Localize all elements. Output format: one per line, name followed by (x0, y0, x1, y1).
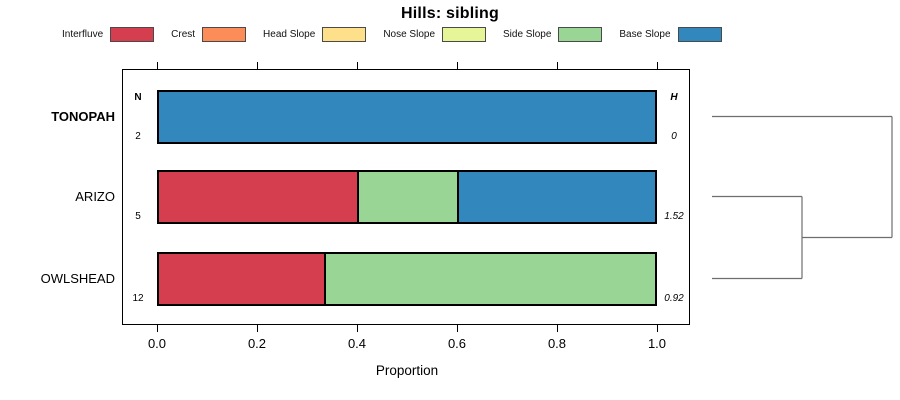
bar-segment-base-slope (159, 92, 655, 142)
legend-swatch-icon (677, 27, 722, 42)
x-axis-tick-top (657, 62, 658, 69)
x-tick-label: 1.0 (647, 336, 667, 351)
bar-segment-interfluve (159, 172, 358, 222)
row-label-owlshead: OWLSHEAD (40, 271, 115, 286)
x-axis-tick-top (257, 62, 258, 69)
legend-swatch-icon (558, 27, 603, 42)
x-axis-tick-bottom (257, 325, 258, 332)
h-value-owlshead: 0.92 (664, 293, 684, 304)
stacked-bar-tonopah (157, 90, 657, 144)
x-tick-label: 0.4 (347, 336, 367, 351)
legend-item-nose-slope: Nose Slope (383, 27, 487, 42)
legend-label: Head Slope (263, 29, 316, 40)
n-value-tonopah: 2 (135, 131, 141, 142)
legend-label: Nose Slope (383, 29, 436, 40)
x-axis-tick-bottom (157, 325, 158, 332)
bar-segment-side-slope (357, 172, 457, 222)
legend-label: Crest (171, 29, 196, 40)
row-label-arizo: ARIZO (75, 189, 115, 204)
legend-label: Base Slope (619, 29, 671, 40)
legend-label: Interfluve (62, 29, 104, 40)
x-axis-title: Proportion (375, 363, 439, 378)
legend-item-side-slope: Side Slope (503, 27, 603, 42)
legend-item-head-slope: Head Slope (263, 27, 367, 42)
x-tick-label: 0.2 (247, 336, 267, 351)
n-value-owlshead: 12 (132, 293, 144, 304)
bar-segment-side-slope (324, 254, 655, 304)
x-tick-label: 0.6 (447, 336, 467, 351)
x-axis-tick-top (557, 62, 558, 69)
h-column-header: H (670, 92, 678, 103)
x-axis-tick-bottom (357, 325, 358, 332)
h-value-arizo: 1.52 (664, 211, 684, 222)
x-tick-label: 0.0 (147, 336, 167, 351)
legend-item-base-slope: Base Slope (619, 27, 722, 42)
x-axis-tick-bottom (557, 325, 558, 332)
bar-segment-base-slope (456, 172, 655, 222)
legend-swatch-icon (202, 27, 247, 42)
legend-swatch-icon (442, 27, 487, 42)
x-axis-tick-bottom (657, 325, 658, 332)
x-axis-tick-top (157, 62, 158, 69)
n-column-header: N (134, 92, 142, 103)
row-label-tonopah: TONOPAH (51, 109, 115, 124)
x-axis-tick-bottom (457, 325, 458, 332)
n-value-arizo: 5 (135, 211, 141, 222)
legend: Interfluve Crest Head Slope Nose Slope Side … (62, 27, 722, 42)
x-axis-tick-top (457, 62, 458, 69)
legend-item-crest: Crest (171, 27, 247, 42)
bar-segment-interfluve (159, 254, 325, 304)
legend-label: Side Slope (503, 29, 552, 40)
legend-swatch-icon (322, 27, 367, 42)
stacked-bar-owlshead (157, 252, 657, 306)
legend-item-interfluve: Interfluve (62, 27, 155, 42)
h-value-tonopah: 0 (671, 131, 677, 142)
x-tick-label: 0.8 (547, 336, 567, 351)
legend-swatch-icon (110, 27, 155, 42)
x-axis-tick-top (357, 62, 358, 69)
chart-title: Hills: sibling (401, 5, 499, 22)
stacked-bar-arizo (157, 170, 657, 224)
